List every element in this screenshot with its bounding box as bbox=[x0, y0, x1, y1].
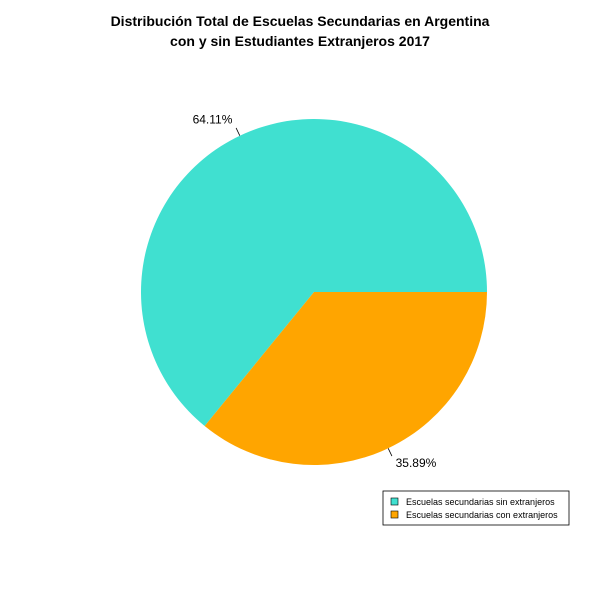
pie-leader-line-1 bbox=[387, 448, 393, 457]
pie-percent-label-1: 35.89% bbox=[396, 456, 437, 470]
pie-leader-line-0 bbox=[235, 127, 241, 136]
pie-slice-0 bbox=[140, 119, 487, 427]
legend-label-sin-extranjeros: Escuelas secundarias sin extranjeros bbox=[406, 497, 555, 507]
legend-key-con-extranjeros bbox=[390, 510, 399, 519]
chart-title-line-1: Distribución Total de Escuelas Secundari… bbox=[111, 13, 490, 29]
legend-label-con-extranjeros: Escuelas secundarias con extranjeros bbox=[406, 510, 558, 520]
pie-slice-1 bbox=[204, 292, 487, 465]
legend-box bbox=[382, 490, 570, 526]
chart-title-line-2: con y sin Estudiantes Extranjeros 2017 bbox=[170, 33, 430, 49]
pie-slices bbox=[140, 119, 487, 465]
chart-legend: Escuelas secundarias sin extranjeros Esc… bbox=[382, 490, 570, 526]
pie-leader-lines bbox=[235, 127, 393, 457]
legend-key-sin-extranjeros bbox=[390, 497, 399, 506]
pie-percent-labels: 64.11% 35.89% bbox=[193, 112, 437, 470]
pie-percent-label-0: 64.11% bbox=[193, 112, 233, 126]
